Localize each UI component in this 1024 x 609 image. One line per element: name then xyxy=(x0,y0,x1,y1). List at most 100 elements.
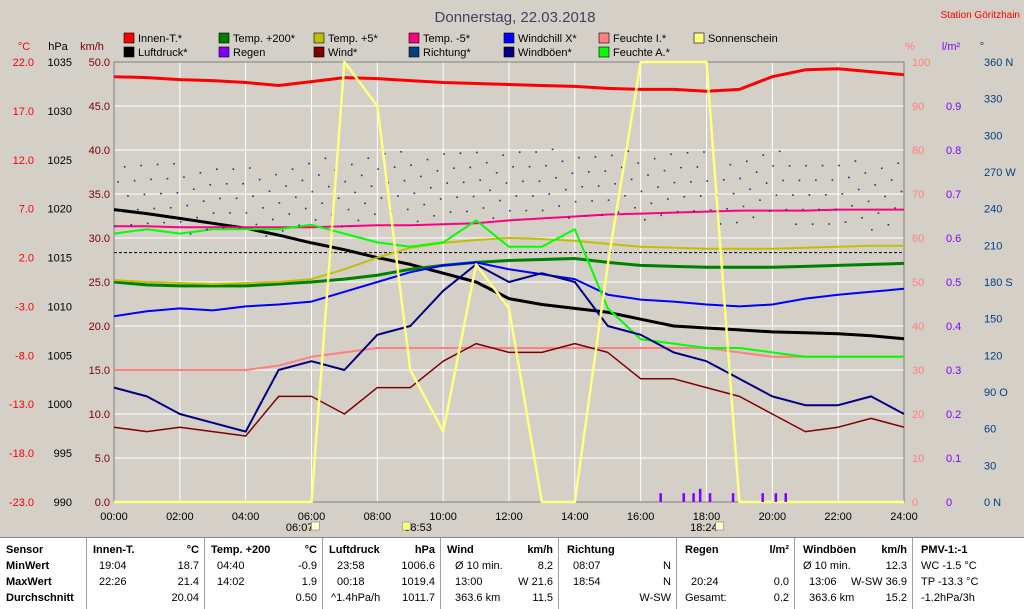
direction-point xyxy=(255,223,258,226)
stats-richtung-min-time: 08:07 xyxy=(573,560,601,572)
direction-point xyxy=(127,194,129,197)
wind-tick-label: 5.0 xyxy=(95,453,110,465)
direction-point xyxy=(502,154,505,156)
direction-point xyxy=(594,156,597,158)
rain-tick-label: 0.4 xyxy=(946,321,961,333)
direction-point xyxy=(410,164,412,167)
direction-point xyxy=(607,199,610,201)
direction-point xyxy=(788,165,791,167)
stats-wind-distance: 363.6 km xyxy=(455,592,501,604)
stats-windboeen-max-time: 13:06 xyxy=(809,576,837,588)
axes: °C 22.0 17.0 12.0 7.0 2.0 -3.0 -8.0 -13.0 -18.0 -2… xyxy=(9,41,1016,534)
direction-point xyxy=(173,162,175,165)
pressure-tick-label: 1030 xyxy=(48,106,72,118)
pressure-tick-label: 1000 xyxy=(48,399,72,411)
humidity-tick-label: 70 xyxy=(912,189,924,201)
direction-point xyxy=(887,223,890,226)
direction-point xyxy=(601,214,603,216)
direction-point xyxy=(304,207,307,210)
direction-point xyxy=(476,151,478,154)
direction-point xyxy=(120,210,123,212)
direction-point xyxy=(801,208,804,211)
legend-label: Richtung* xyxy=(423,47,471,59)
direction-point xyxy=(453,167,455,169)
direction-point xyxy=(133,179,136,182)
direction-point xyxy=(344,180,347,183)
stats-windboeen-min-label: Ø 10 min. xyxy=(803,560,851,572)
legend-swatch xyxy=(503,46,515,58)
sun-mark-label: 06:07 xyxy=(286,522,314,534)
direction-point xyxy=(466,210,468,213)
direction-point xyxy=(272,218,274,221)
time-tick-label: 24:00 xyxy=(890,511,918,523)
direction-point xyxy=(765,182,768,184)
direction-point xyxy=(578,156,580,159)
stats-sensor-column: Sensor MinWert MaxWert Durchschnitt xyxy=(0,538,86,609)
sun-mark-icon xyxy=(715,521,724,531)
direction-point xyxy=(815,179,817,182)
direction-point xyxy=(528,165,531,168)
direction-tick-label: 30 xyxy=(984,460,996,472)
rain-tick-label: 0.8 xyxy=(946,145,961,157)
direction-point xyxy=(848,176,850,179)
humidity-tick-label: 100 xyxy=(912,57,930,69)
direction-tick-label: 90 O xyxy=(984,387,1008,399)
stats-regen-unit: l/m² xyxy=(769,544,789,556)
direction-point xyxy=(308,162,310,165)
wind-tick-label: 50.0 xyxy=(89,57,110,69)
series-line xyxy=(113,237,904,285)
direction-point xyxy=(551,148,554,151)
direction-point xyxy=(584,215,587,217)
time-tick-label: 16:00 xyxy=(627,511,655,523)
legend-label: Wind* xyxy=(328,47,358,59)
direction-point xyxy=(146,222,149,225)
legend-swatch xyxy=(693,32,705,44)
stats-wind-min-label: Ø 10 min. xyxy=(455,560,503,572)
pressure-axis-unit: hPa xyxy=(48,41,68,53)
direction-tick-label: 360 N xyxy=(984,57,1013,69)
direction-point xyxy=(558,205,560,207)
direction-point xyxy=(321,202,323,205)
stats-innen-title: Innen-T. xyxy=(93,544,135,556)
direction-point xyxy=(897,162,900,165)
time-tick-label: 00:00 xyxy=(100,511,128,523)
temp-tick-label: 7.0 xyxy=(19,204,34,216)
direction-point xyxy=(792,194,794,196)
time-tick-label: 14:00 xyxy=(561,511,589,523)
direction-point xyxy=(857,188,860,191)
direction-point xyxy=(176,192,179,194)
direction-point xyxy=(232,168,235,170)
stats-regen-max-time: 20:24 xyxy=(691,576,719,588)
stats-temp200-unit: °C xyxy=(304,544,317,556)
direction-point xyxy=(680,166,682,169)
direction-point xyxy=(423,203,426,206)
pressure-tick-label: 990 xyxy=(54,497,72,509)
legend-label: Windchill X* xyxy=(518,33,577,45)
direction-point xyxy=(568,217,570,219)
weather-chart: Donnerstag, 22.03.2018 Station Göritzhai… xyxy=(9,9,1020,534)
time-tick-label: 06:00 xyxy=(298,511,326,523)
direction-point xyxy=(114,225,116,227)
rain-tick-label: 0 xyxy=(946,497,952,509)
humidity-tick-label: 0 xyxy=(912,497,918,509)
time-tick-label: 08:00 xyxy=(364,511,392,523)
stats-innen-avg-value: 20.04 xyxy=(171,592,199,604)
direction-point xyxy=(420,175,422,178)
stats-regen-column: Regen l/m² 20:24 0.0 Gesamt: 0.2 xyxy=(676,538,795,609)
direction-point xyxy=(370,185,373,188)
direction-point xyxy=(759,199,761,201)
legend-label: Feuchte I.* xyxy=(613,33,667,45)
legend-label: Sonnenschein xyxy=(708,33,778,45)
direction-point xyxy=(828,223,830,225)
direction-point xyxy=(611,154,613,157)
direction-point xyxy=(311,190,314,193)
pressure-tick-label: 1035 xyxy=(48,57,72,69)
direction-point xyxy=(706,180,709,182)
temp-tick-label: 2.0 xyxy=(19,253,34,265)
humidity-tick-label: 80 xyxy=(912,145,924,157)
direction-point xyxy=(248,167,251,169)
series-line xyxy=(114,60,904,504)
legend-swatch xyxy=(123,46,135,58)
direction-point xyxy=(703,151,705,153)
direction-point xyxy=(383,152,386,155)
